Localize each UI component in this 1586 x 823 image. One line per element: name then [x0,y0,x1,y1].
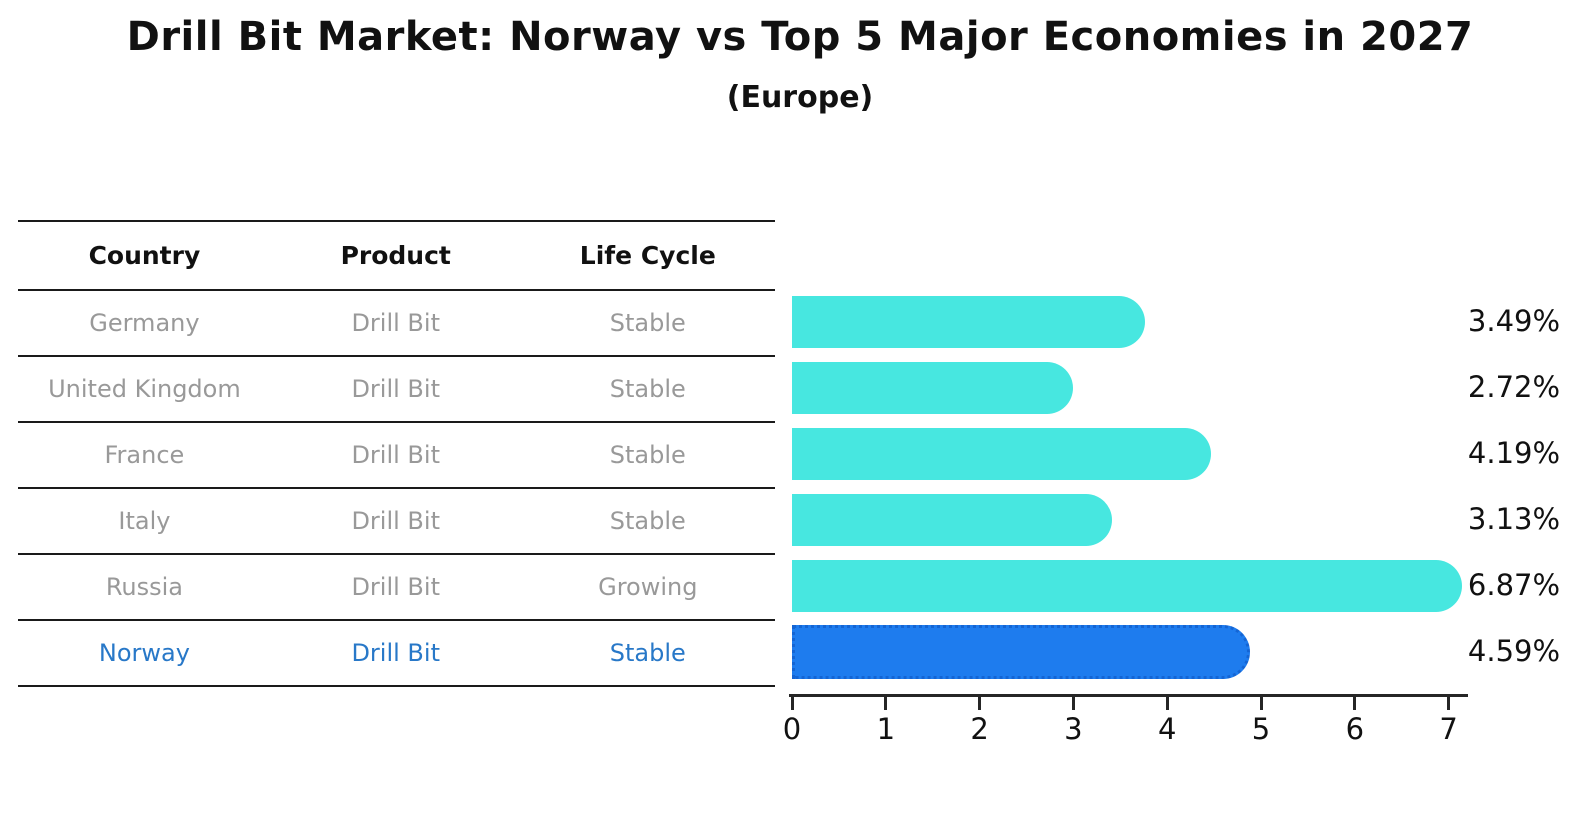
bar-germany [792,296,1145,348]
x-tick-mark-0 [790,697,794,710]
cell-country: Russia [105,573,184,601]
x-tick-label-2: 2 [970,712,989,746]
x-tick-label-1: 1 [876,712,896,746]
table-row-russia: Russia Drill Bit Growing [18,555,775,621]
bar-italy [792,494,1112,546]
x-tick-mark-7 [1447,697,1451,710]
country-table: Country Product Life Cycle Germany Drill … [18,220,775,687]
x-tick-label-5: 5 [1251,712,1271,746]
value-label-france: 4.19% [1467,436,1561,470]
x-tick-label-0: 0 [782,712,802,746]
table-row-united-kingdom: United Kingdom Drill Bit Stable [18,357,775,423]
table-header-row: Country Product Life Cycle [18,222,775,291]
chart-title: Drill Bit Market: Norway vs Top 5 Major … [126,14,1474,60]
table-row-italy: Italy Drill Bit Stable [18,489,775,555]
bar-france [792,428,1211,480]
x-tick-label-4: 4 [1157,712,1177,746]
x-tick-mark-6 [1353,697,1357,710]
cell-country: Germany [89,309,200,337]
x-tick-mark-3 [1071,697,1075,710]
cell-country: Norway [98,639,190,667]
bar-united-kingdom [792,362,1073,414]
x-tick-mark-5 [1259,697,1263,710]
cell-product: Drill Bit [351,507,440,535]
chart-subtitle: (Europe) [726,80,874,115]
value-label-italy: 3.13% [1467,502,1561,536]
cell-product: Drill Bit [351,639,440,667]
x-axis-line [789,694,1468,697]
cell-product: Drill Bit [351,441,440,469]
x-tick-mark-2 [978,697,982,710]
cell-life_cycle: Stable [609,507,686,535]
table-header-life-cycle: Life Cycle [579,241,716,270]
value-label-germany: 3.49% [1467,304,1561,338]
table-header-product: Product [340,241,451,270]
x-tick-label-6: 6 [1345,712,1365,746]
cell-life_cycle: Stable [609,309,686,337]
bar-norway [792,625,1250,679]
cell-life_cycle: Stable [609,639,686,667]
table-header-country: Country [88,241,201,270]
cell-country: Italy [118,507,171,535]
x-tick-label-7: 7 [1439,712,1458,746]
x-tick-label-3: 3 [1064,712,1083,746]
value-label-norway: 4.59% [1467,634,1561,668]
table-row-france: France Drill Bit Stable [18,423,775,489]
cell-country: United Kingdom [48,375,241,403]
cell-country: France [104,441,185,469]
x-tick-mark-4 [1165,697,1169,710]
cell-life_cycle: Stable [609,441,686,469]
cell-life_cycle: Stable [609,375,686,403]
cell-product: Drill Bit [351,375,440,403]
table-row-norway: Norway Drill Bit Stable [18,621,775,687]
table-row-germany: Germany Drill Bit Stable [18,291,775,357]
table-body: Germany Drill Bit Stable United Kingdom Dril… [18,291,775,687]
cell-product: Drill Bit [351,573,440,601]
cell-life_cycle: Growing [598,573,698,601]
cell-product: Drill Bit [351,309,440,337]
x-tick-mark-1 [884,697,888,710]
bar-russia [792,560,1462,612]
value-label-russia: 6.87% [1467,568,1561,602]
value-label-united-kingdom: 2.72% [1467,370,1561,404]
